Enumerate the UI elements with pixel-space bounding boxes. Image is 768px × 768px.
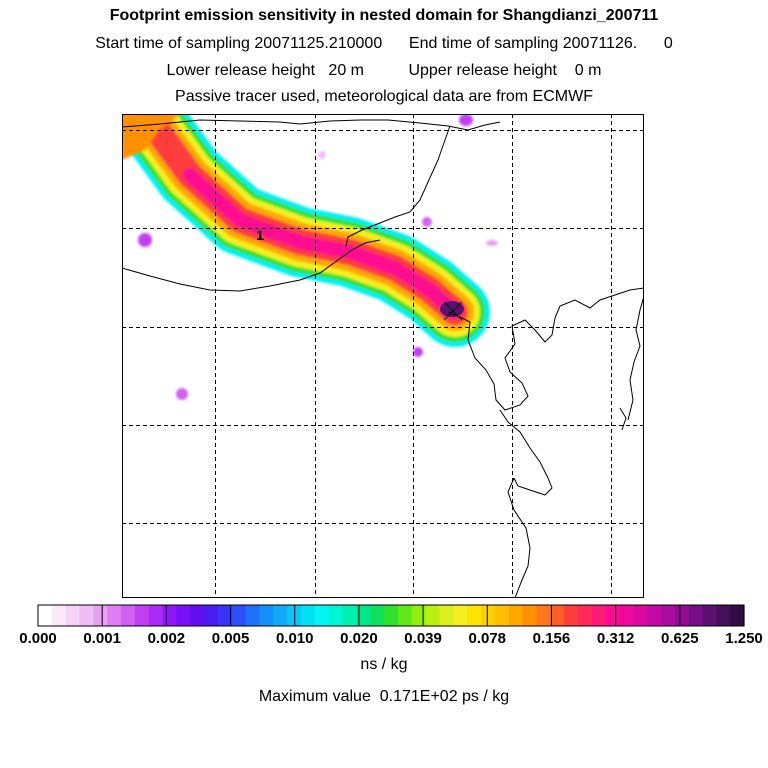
- spot-6: [486, 240, 498, 246]
- color-scale-bar: [38, 605, 745, 626]
- colorbar-swatch: [412, 605, 426, 626]
- colorbar-swatch: [329, 605, 343, 626]
- colorbar-swatch: [370, 605, 384, 626]
- colorbar-tick-label: 0.000: [19, 630, 57, 647]
- colorbar-swatch: [426, 605, 440, 626]
- colorbar-swatch: [232, 605, 246, 626]
- colorbar-swatch: [204, 605, 218, 626]
- spot-5: [422, 217, 432, 227]
- release-label: 1: [256, 227, 264, 243]
- colorbar-swatch: [661, 605, 675, 626]
- colorbar-swatch: [647, 605, 661, 626]
- colorbar-swatch: [564, 605, 578, 626]
- colorbar-swatch: [315, 605, 329, 626]
- colorbar-tick-label: 0.312: [597, 630, 635, 647]
- colorbar-swatch: [259, 605, 273, 626]
- colorbar-swatch: [578, 605, 592, 626]
- colorbar-swatch: [121, 605, 135, 626]
- colorbar-tick-label: 0.020: [340, 630, 378, 647]
- colorbar-swatch: [453, 605, 467, 626]
- spot-3: [413, 347, 423, 357]
- colorbar-swatch: [481, 605, 495, 626]
- colorbar-swatch: [536, 605, 550, 626]
- spot-2: [176, 388, 188, 400]
- colorbar-swatch: [273, 605, 287, 626]
- colorbar-swatch: [619, 605, 633, 626]
- colorbar-swatch: [730, 605, 744, 626]
- colorbar-swatch: [66, 605, 80, 626]
- colorbar-swatch: [702, 605, 716, 626]
- colorbar-tick-label: 0.002: [148, 630, 186, 647]
- spot-7: [318, 151, 326, 159]
- colorbar-tick-label: 0.005: [212, 630, 250, 647]
- colorbar-swatch: [93, 605, 107, 626]
- colorbar-swatch: [52, 605, 66, 626]
- colorbar-tick-label: 0.039: [404, 630, 442, 647]
- colorbar-swatch: [176, 605, 190, 626]
- colorbar-swatch: [550, 605, 564, 626]
- spot-4: [459, 114, 473, 126]
- colorbar-tick-label: 0.001: [83, 630, 121, 647]
- colorbar-swatch: [467, 605, 481, 626]
- colorbar-swatch: [633, 605, 647, 626]
- colorbar-swatch: [135, 605, 149, 626]
- colorbar-swatch: [190, 605, 204, 626]
- colorbar-swatch: [246, 605, 260, 626]
- colorbar-swatch: [38, 605, 52, 626]
- colorbar-swatch: [149, 605, 163, 626]
- colorbar-tick-label: 0.625: [661, 630, 699, 647]
- colorbar-swatch: [80, 605, 94, 626]
- colorbar-swatch: [606, 605, 620, 626]
- colorbar-tick-label: 0.078: [468, 630, 506, 647]
- footprint-map: 1: [0, 0, 768, 768]
- colorbar-tick-label: 1.250: [725, 630, 763, 647]
- colorbar-swatch: [716, 605, 730, 626]
- colorbar-swatch: [495, 605, 509, 626]
- colorbar-swatch: [592, 605, 606, 626]
- colorbar-swatch: [398, 605, 412, 626]
- colorbar-tick-label: 0.156: [533, 630, 571, 647]
- colorbar-swatch: [343, 605, 357, 626]
- colorbar-swatch: [439, 605, 453, 626]
- colorbar-swatch: [523, 605, 537, 626]
- colorbar-swatch: [689, 605, 703, 626]
- colorbar-swatch: [301, 605, 315, 626]
- units-label: ns / kg: [0, 656, 768, 674]
- colorbar-swatch: [163, 605, 177, 626]
- colorbar-swatch: [675, 605, 689, 626]
- colorbar-swatch: [509, 605, 523, 626]
- maximum-value-label: Maximum value 0.171E+02 ps / kg: [0, 688, 768, 706]
- colorbar-tick-label: 0.010: [276, 630, 314, 647]
- colorbar-swatch: [107, 605, 121, 626]
- colorbar-swatch: [384, 605, 398, 626]
- spot-1: [138, 233, 152, 247]
